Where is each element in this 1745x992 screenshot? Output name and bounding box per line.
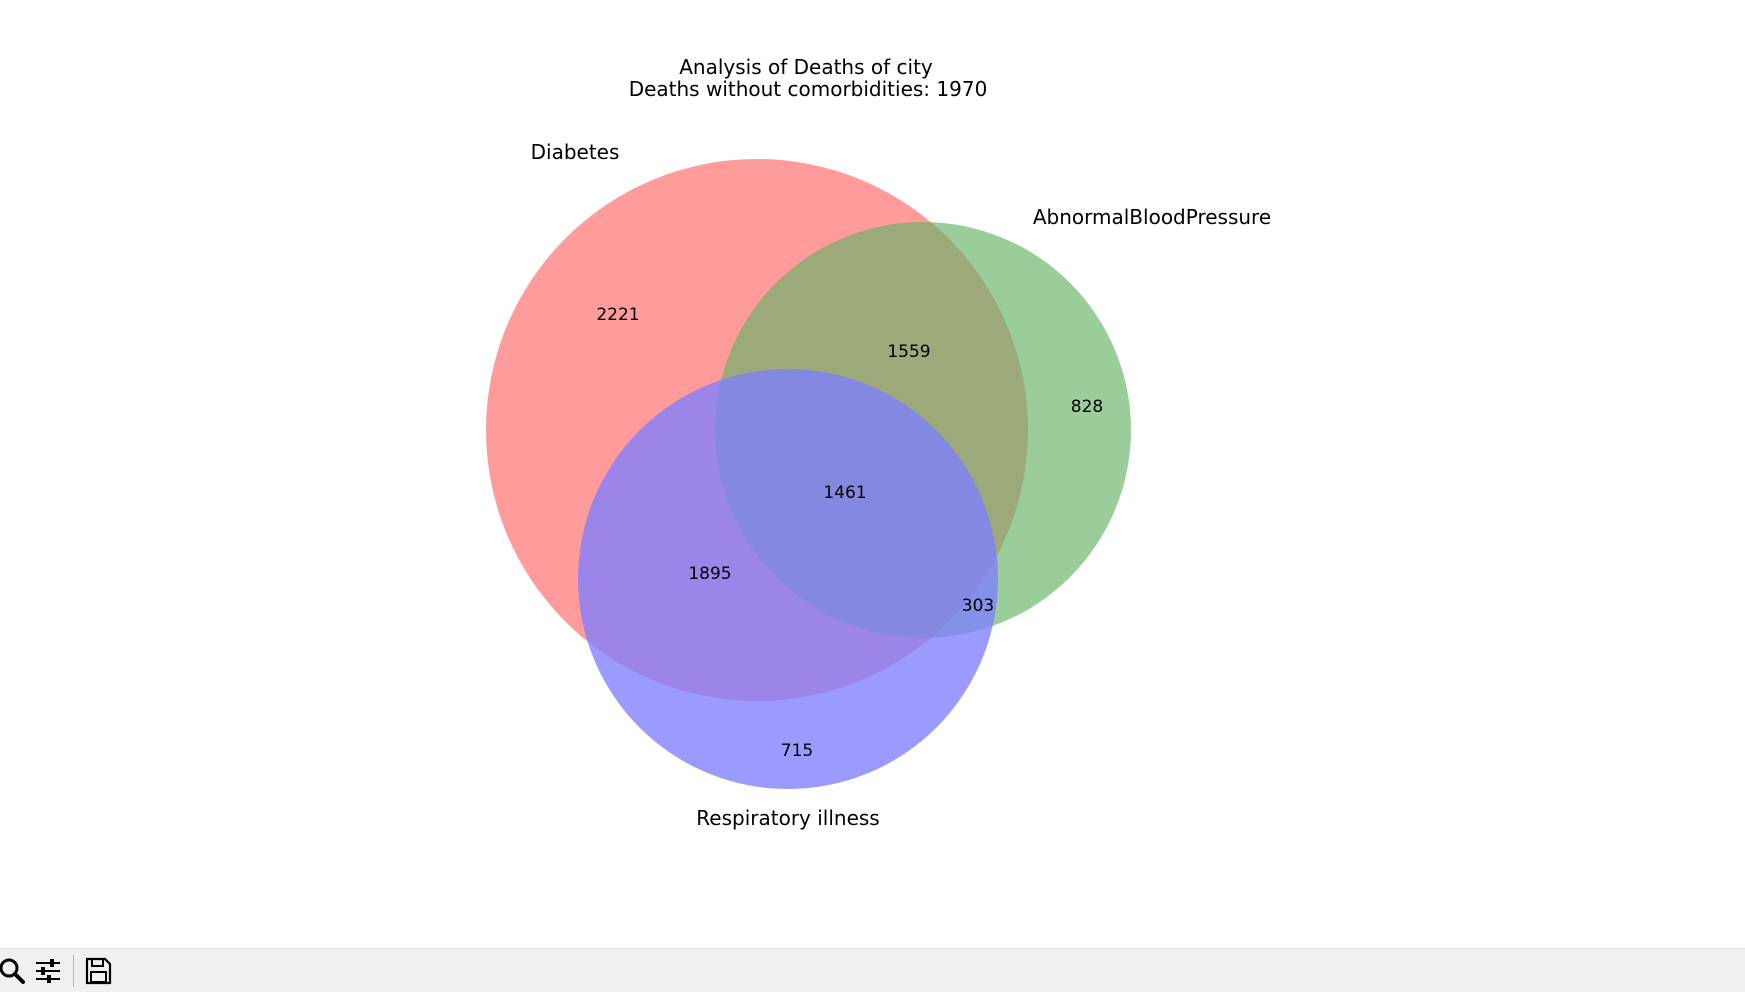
region-blood-pressure-and-respiratory: 303 bbox=[962, 596, 994, 616]
set-label-respiratory-illness: Respiratory illness bbox=[696, 806, 879, 830]
toolbar bbox=[0, 948, 1745, 992]
zoom-icon bbox=[0, 958, 25, 984]
region-diabetes-and-respiratory: 1895 bbox=[688, 564, 731, 584]
chart-subtitle: Deaths without comorbidities: 1970 bbox=[629, 77, 988, 101]
save-button[interactable] bbox=[80, 953, 116, 989]
configure-subplots-icon bbox=[36, 959, 60, 983]
set-label-diabetes: Diabetes bbox=[531, 140, 620, 164]
region-diabetes-and-blood-pressure: 1559 bbox=[887, 342, 930, 362]
save-icon bbox=[85, 957, 112, 985]
region-diabetes-only: 2221 bbox=[596, 305, 639, 325]
venn-diagram: Analysis of Deaths of city Deaths withou… bbox=[486, 55, 1271, 830]
configure-subplots-button[interactable] bbox=[30, 953, 66, 989]
set-label-abnormal-blood-pressure: AbnormalBloodPressure bbox=[1033, 205, 1271, 229]
region-all-three: 1461 bbox=[823, 483, 866, 503]
zoom-button[interactable] bbox=[0, 953, 30, 989]
region-blood-pressure-only: 828 bbox=[1071, 397, 1103, 417]
respiratory-illness-circle bbox=[578, 369, 998, 789]
chart-title: Analysis of Deaths of city bbox=[679, 55, 933, 79]
toolbar-separator bbox=[73, 955, 74, 987]
region-respiratory-only: 715 bbox=[781, 741, 813, 761]
